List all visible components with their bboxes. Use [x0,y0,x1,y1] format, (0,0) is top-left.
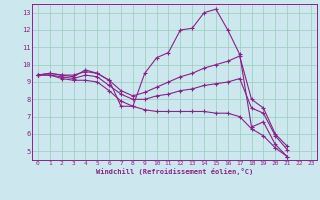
X-axis label: Windchill (Refroidissement éolien,°C): Windchill (Refroidissement éolien,°C) [96,168,253,175]
